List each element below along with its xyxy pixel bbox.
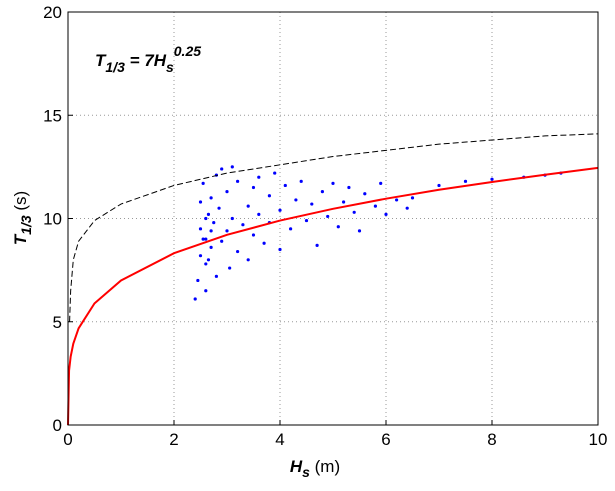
scatter-point — [206, 258, 211, 262]
scatter-point — [373, 204, 377, 208]
scatter-point — [352, 210, 356, 214]
plot-frame — [67, 11, 599, 426]
scatter-point — [326, 214, 330, 219]
scatter-point — [410, 196, 415, 200]
scatter-point — [463, 179, 468, 183]
scatter-point — [405, 206, 409, 210]
scatter-point — [347, 185, 351, 190]
y-label-part: T — [11, 233, 30, 245]
scatter-point — [209, 196, 213, 200]
scatter-point — [209, 229, 213, 233]
annotation-part: = 7H — [125, 51, 167, 70]
annotation-part: T — [95, 51, 107, 70]
x-tick-label: 8 — [487, 430, 496, 449]
scatter-point — [230, 216, 234, 221]
scatter-point — [357, 229, 362, 233]
scatter-point — [204, 262, 208, 266]
y-label-part: 1/3 — [18, 215, 34, 235]
scatter-point — [251, 233, 256, 237]
y-label-part: (s) — [11, 191, 30, 216]
scatter-point — [228, 266, 232, 270]
scatter-point — [201, 181, 205, 185]
scatter-point — [225, 190, 229, 194]
y-tick-label: 0 — [53, 416, 62, 435]
scatter-point — [251, 185, 256, 190]
x-label-part: (m) — [310, 457, 340, 476]
scatter-point — [246, 204, 250, 208]
scatter-point — [304, 218, 309, 223]
y-tick-label: 5 — [53, 313, 62, 332]
curve — [67, 166, 599, 426]
scatter-point — [212, 221, 216, 225]
y-tick-label: 20 — [43, 3, 62, 22]
annotation-part: 0.25 — [174, 43, 201, 59]
scatter-point — [315, 243, 319, 247]
annotation: T1/3 = 7Hs0.25 — [95, 43, 201, 75]
scatter-point — [262, 241, 266, 245]
scatter-point — [204, 237, 208, 241]
scatter-point — [230, 165, 234, 169]
annotation-part: 1/3 — [105, 59, 125, 75]
x-tick-label: 0 — [63, 430, 72, 449]
scatter-point — [336, 225, 340, 229]
x-tick-label: 10 — [589, 430, 608, 449]
scatter-point — [209, 245, 213, 250]
x-tick-label: 2 — [169, 430, 178, 449]
scatter-point — [220, 167, 224, 171]
scatter-point — [214, 274, 218, 278]
scatter-point — [220, 239, 224, 243]
scatter-point — [289, 227, 293, 231]
scatter-point — [198, 254, 203, 258]
scatter-point — [201, 237, 205, 241]
scatter-point — [204, 216, 208, 221]
scatter-point — [217, 206, 221, 210]
scatter-point — [246, 258, 250, 262]
scatter-point — [395, 198, 399, 202]
y-axis-label: T1/3 (s) — [11, 191, 34, 245]
scatter-point — [294, 198, 298, 202]
scatter-point — [320, 190, 324, 194]
curve — [69, 133, 599, 322]
scatter-point — [331, 181, 335, 185]
scatter-point — [273, 171, 277, 175]
scatter-point — [257, 175, 261, 179]
scatter-point — [490, 177, 494, 181]
scatter-point — [257, 212, 261, 216]
x-tick-label: 6 — [381, 430, 390, 449]
x-label-part: s — [302, 464, 310, 480]
scatter-point — [198, 227, 203, 231]
x-label-part: H — [290, 457, 303, 476]
annotation-part: s — [166, 59, 174, 75]
scatter-point — [363, 192, 367, 196]
scatter-point — [241, 223, 245, 227]
scatter-point — [267, 194, 271, 198]
scatter-point — [310, 202, 314, 206]
scatter-point — [283, 183, 287, 188]
scatter-point — [236, 179, 240, 183]
y-tick-label: 10 — [43, 210, 62, 229]
scatter-point — [379, 181, 383, 185]
scatter-point — [204, 289, 208, 293]
scatter-point — [278, 247, 282, 252]
scatter-point — [206, 212, 211, 216]
scatter-point — [342, 200, 346, 204]
scatter-point — [193, 297, 197, 301]
scatter-point — [278, 208, 282, 212]
scatter-point — [198, 200, 203, 204]
scatter-point — [384, 212, 388, 216]
scatter-point — [437, 183, 441, 188]
x-tick-label: 4 — [275, 430, 284, 449]
scatter-point — [196, 278, 200, 283]
y-tick-label: 15 — [43, 106, 62, 125]
scatter-point — [299, 179, 303, 183]
scatter-point — [225, 229, 229, 233]
scatter-point — [236, 249, 240, 254]
x-axis-label: Hs (m) — [290, 457, 340, 480]
